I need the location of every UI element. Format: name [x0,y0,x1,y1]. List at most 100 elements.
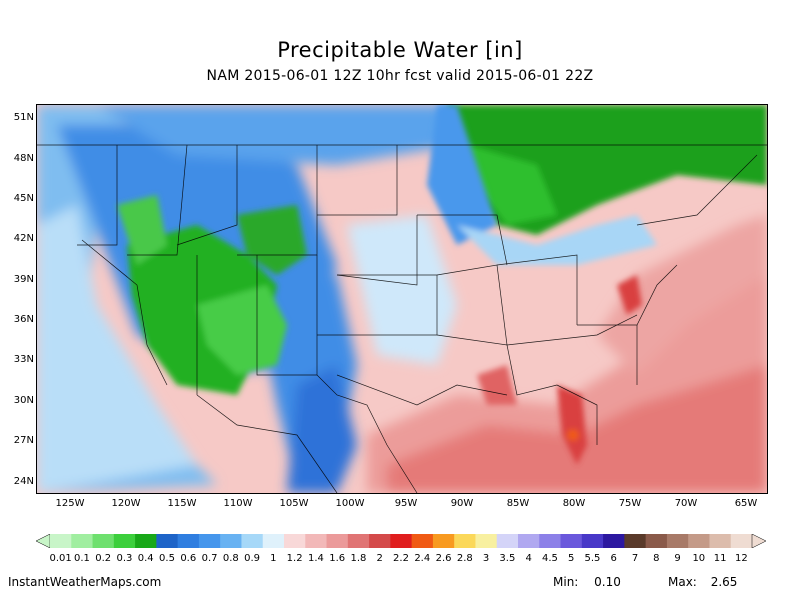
colorbar-swatch [113,534,136,548]
max-label: Max: [668,575,697,589]
colorbar-swatch [135,534,157,548]
colorbar-swatch [496,534,519,548]
colorbar-label: 11 [713,553,727,564]
colorbar-label: 0.7 [201,553,218,564]
max-readout: Max: 2.65 [668,575,737,589]
colorbar-label: 0.1 [73,553,90,564]
colorbar-swatch [730,534,753,548]
colorbar-swatch [71,534,94,548]
lon-label: 125W [55,498,85,509]
max-value: 2.65 [710,575,738,589]
colorbar-swatch [369,534,391,548]
colorbar-label: 0.4 [137,553,154,564]
colorbar-swatch [92,534,115,548]
colorbar-label: 4 [525,553,532,564]
colorbar-arrow-right [751,534,766,548]
colorbar-label: 2.8 [456,553,473,564]
precipitable-water-map [36,104,768,494]
min-value: 0.10 [594,575,621,589]
lon-label: 80W [562,498,586,509]
colorbar-swatch [560,534,583,548]
colorbar-swatch [284,534,306,548]
colorbar-label: 7 [631,553,639,564]
colorbar-swatch [50,534,72,548]
lon-label: 65W [734,498,758,509]
lon-label: 70W [674,498,698,509]
colorbar-label: 9 [674,553,681,564]
lat-label: 24N [13,476,34,487]
colorbar-label: 0.6 [180,553,197,564]
colorbar-label: 2 [376,553,383,564]
colorbar-swatch [411,534,434,548]
lat-label: 33N [13,354,34,365]
min-readout: Min: 0.10 [553,575,621,589]
colorbar-swatch [454,534,476,548]
colorbar [36,534,766,548]
colorbar-swatch [347,534,370,548]
lat-label: 30N [13,395,34,406]
colorbar-swatch [177,534,200,548]
lon-label: 75W [618,498,642,509]
colorbar-swatch [262,534,285,548]
lat-label: 42N [13,233,34,244]
lon-label: 105W [279,498,309,509]
colorbar-label: 0.3 [116,553,133,564]
colorbar-label: 6 [610,553,617,564]
colorbar-label: 1.6 [329,553,346,564]
lon-label: 120W [111,498,141,509]
colorbar-swatch [666,534,689,548]
lat-label: 39N [13,274,34,285]
colorbar-swatch [432,534,455,548]
colorbar-swatch [198,534,221,548]
colorbar-label: 3 [482,553,490,564]
colorbar-label: 2.6 [435,553,452,564]
colorbar-swatch [624,534,647,548]
colorbar-label: 12 [734,553,748,564]
colorbar-label: 10 [692,553,706,564]
lat-label: 51N [13,112,34,123]
colorbar-label: 0.2 [95,553,112,564]
colorbar-label: 1.2 [286,553,303,564]
lat-label: 45N [13,193,34,204]
colorbar-label: 5 [567,553,575,564]
colorbar-label: 0.9 [244,553,261,564]
site-credit: InstantWeatherMaps.com [8,575,162,589]
colorbar-swatch [241,534,264,548]
chart-subtitle: NAM 2015-06-01 12Z 10hr fcst valid 2015-… [206,68,594,84]
lat-label: 36N [13,314,34,325]
colorbar-label: 2.4 [414,553,431,564]
colorbar-swatch [305,534,328,548]
lat-label: 48N [13,153,34,164]
colorbar-label: 1 [270,553,277,564]
colorbar-label: 0.8 [222,553,239,564]
colorbar-label: 8 [653,553,660,564]
min-label: Min: [553,575,579,589]
lon-label: 110W [223,498,253,509]
lon-label: 95W [394,498,418,509]
colorbar-label: 3.5 [499,553,516,564]
colorbar-swatch [390,534,413,548]
colorbar-swatch [581,534,604,548]
lon-label: 100W [335,498,365,509]
lon-label: 90W [450,498,474,509]
colorbar-swatch [709,534,732,548]
colorbar-label: 5.5 [584,553,601,564]
colorbar-label: 1.8 [350,553,367,564]
colorbar-swatch [326,534,349,548]
colorbar-swatch [475,534,498,548]
colorbar-label: 0.01 [49,553,72,564]
colorbar-swatch [645,534,668,548]
lat-label: 27N [13,435,34,446]
colorbar-label: 1.4 [307,553,324,564]
colorbar-arrow-left [36,534,51,548]
colorbar-swatch [220,534,242,548]
colorbar-swatch [539,534,562,548]
chart-title: Precipitable Water [in] [277,38,523,62]
colorbar-swatch [688,534,710,548]
colorbar-label: 0.5 [159,553,175,564]
colorbar-label: 2.2 [393,553,409,564]
colorbar-swatch [156,534,179,548]
lon-label: 85W [506,498,530,509]
colorbar-swatch [518,534,540,548]
lon-label: 115W [167,498,197,509]
